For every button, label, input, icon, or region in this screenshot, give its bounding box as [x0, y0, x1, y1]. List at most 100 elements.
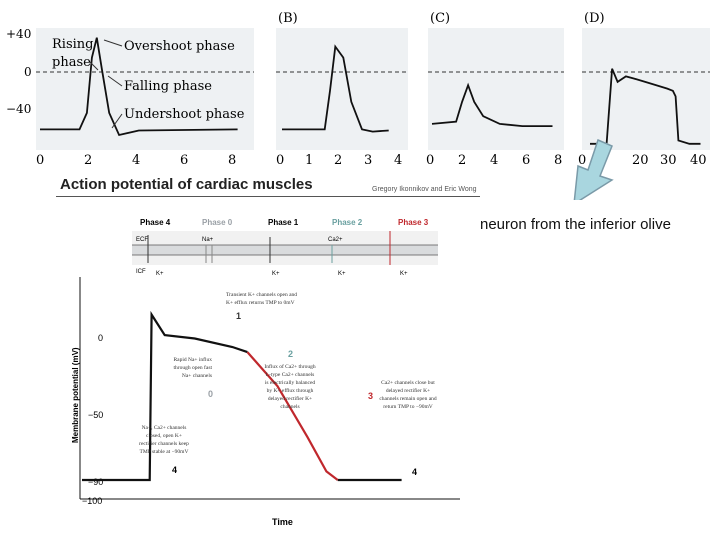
panel-a-x-tick: 4	[132, 153, 140, 168]
phase-number-4-right: 4	[412, 467, 417, 477]
y-tick-0: 0	[24, 65, 32, 79]
panel-a-x-tick: 2	[84, 153, 92, 168]
panel-b-x-tick: 4	[394, 153, 402, 168]
note-line: Rapid Na+ influx	[173, 356, 212, 363]
k-label: K+	[338, 271, 346, 277]
x-axis-label: Time	[272, 517, 293, 527]
panel-a-trace	[40, 37, 238, 137]
y-tick-minus90: −90	[88, 477, 103, 487]
note-phase4: Na+, Ca2+ channels closed, open K+ recti…	[139, 425, 189, 455]
undershoot-pointer	[111, 113, 123, 129]
note-phase2: Influx of Ca2+ through L-type Ca2+ chann…	[264, 363, 315, 410]
note-line: closed, open K+	[146, 433, 182, 439]
panel-a-x-tick: 8	[228, 153, 236, 168]
annotation-undershoot: Undershoot phase	[124, 107, 245, 122]
y-tick-minus50: −50	[88, 410, 103, 420]
panel-d-trace	[590, 68, 701, 145]
note-line: delayed rectifier K+	[268, 395, 312, 402]
inferior-olive-label: neuron from the inferior olive	[480, 216, 671, 233]
phase-number-3: 3	[368, 391, 373, 401]
note-phase0: Rapid Na+ influx through open fast Na+ c…	[173, 356, 212, 379]
y-tick-plus40: +40	[6, 27, 31, 41]
y-tick-minus100: −100	[82, 496, 102, 506]
icf-band	[132, 255, 438, 265]
panel-b-background	[276, 28, 408, 150]
phase-header-3: Phase 3	[398, 218, 429, 227]
note-line: Influx of Ca2+ through	[264, 363, 315, 370]
ecf-band	[132, 231, 438, 245]
phase-number-4-left: 4	[172, 465, 177, 475]
note-line: channels	[280, 404, 299, 410]
pointer-arrow-icon	[573, 138, 614, 200]
note-line: by K+ efflux through	[267, 387, 314, 394]
panel-c-x-tick: 8	[554, 153, 562, 168]
note-line: return TMP to −90mV	[383, 404, 432, 410]
k-label: K+	[272, 271, 280, 277]
panel-b-x-tick: 0	[276, 153, 284, 168]
phase-number-0: 0	[208, 389, 213, 399]
panel-a-x-tick: 0	[36, 153, 44, 168]
note-line: Na+ channels	[182, 373, 212, 379]
annotation-phase: phase	[52, 55, 91, 70]
phase-header-0: Phase 0	[202, 218, 233, 227]
cardiac-ap-trace	[82, 310, 402, 482]
y-tick-minus40: −40	[6, 102, 31, 116]
panel-c-background	[428, 28, 564, 150]
note-line: TMP stable at −90mV	[140, 449, 189, 455]
note-line: Ca2+ channels close but	[381, 380, 435, 386]
note-phase3: Ca2+ channels close but delayed rectifie…	[379, 380, 437, 410]
panel-d-x-tick: 30	[660, 153, 677, 168]
ca-label: Ca2+	[328, 237, 343, 243]
overshoot-pointer	[103, 39, 123, 47]
annotation-overshoot: Overshoot phase	[124, 39, 235, 54]
cardiac-title: Action potential of cardiac muscles	[60, 176, 313, 193]
na-label: Na+	[202, 237, 214, 243]
panel-c-x-tick: 0	[426, 153, 434, 168]
cardiac-action-potential-diagram: Phase 4 Phase 0 Phase 1 Phase 2 Phase 3 …	[71, 218, 460, 527]
icf-label: ICF	[136, 269, 146, 275]
note-line: Transient K+ channels open and	[226, 292, 297, 298]
panel-c-x-tick: 6	[522, 153, 530, 168]
panel-a-x-tick: 6	[180, 153, 188, 168]
note-line: K+ efflux returns TMP to 0mV	[226, 299, 295, 306]
note-line: is electrically balanced	[265, 380, 316, 386]
y-tick-0: 0	[98, 333, 103, 343]
panel-c-x-tick: 4	[490, 153, 498, 168]
annotation-rising: Rising	[52, 37, 93, 52]
note-line: delayed rectifier K+	[386, 387, 430, 394]
phase-number-2: 2	[288, 349, 293, 359]
phase-number-1: 1	[236, 311, 241, 321]
panel-b-trace	[282, 44, 389, 133]
panel-b-label: (B)	[278, 11, 298, 26]
note-line: Na+, Ca2+ channels	[142, 425, 187, 431]
cardiac-credit: Gregory Ikonnikov and Eric Wong	[372, 186, 477, 193]
panel-d-x-tick: 40	[690, 153, 707, 168]
panel-b-x-tick: 1	[305, 153, 313, 168]
panel-d-x-tick: 0	[578, 153, 586, 168]
phase-header-1: Phase 1	[268, 218, 299, 227]
note-phase1: Transient K+ channels open and K+ efflux…	[226, 292, 297, 306]
ecf-label: ECF	[136, 237, 148, 243]
membrane-band	[132, 245, 438, 255]
falling-pointer	[107, 75, 123, 87]
panel-c-x-tick: 2	[458, 153, 466, 168]
note-line: L-type Ca2+ channels	[266, 372, 315, 378]
panel-c-trace	[431, 82, 553, 127]
k-label: K+	[400, 271, 408, 277]
panel-b-x-tick: 2	[334, 153, 342, 168]
phase-header-4: Phase 4	[140, 218, 171, 227]
note-line: rectifier channels keep	[139, 440, 189, 447]
y-axis-label: Membrane potential (mV)	[71, 347, 80, 443]
title-divider	[56, 196, 480, 197]
cardiac-phase3-segment	[246, 351, 339, 481]
panel-d-label: (D)	[584, 11, 605, 26]
panel-d-x-tick: 20	[632, 153, 649, 168]
k-label: K+	[156, 271, 164, 277]
neuron-action-potential-panels: +40 0 −40 0 2 4 6 8 Rising phase Oversho…	[6, 11, 710, 200]
annotation-falling: Falling phase	[124, 79, 212, 94]
note-line: channels remain open and	[379, 396, 437, 402]
panel-c-label: (C)	[430, 11, 450, 26]
rising-pointer	[89, 61, 99, 71]
panel-b-x-tick: 3	[364, 153, 372, 168]
phase-header-2: Phase 2	[332, 218, 363, 227]
